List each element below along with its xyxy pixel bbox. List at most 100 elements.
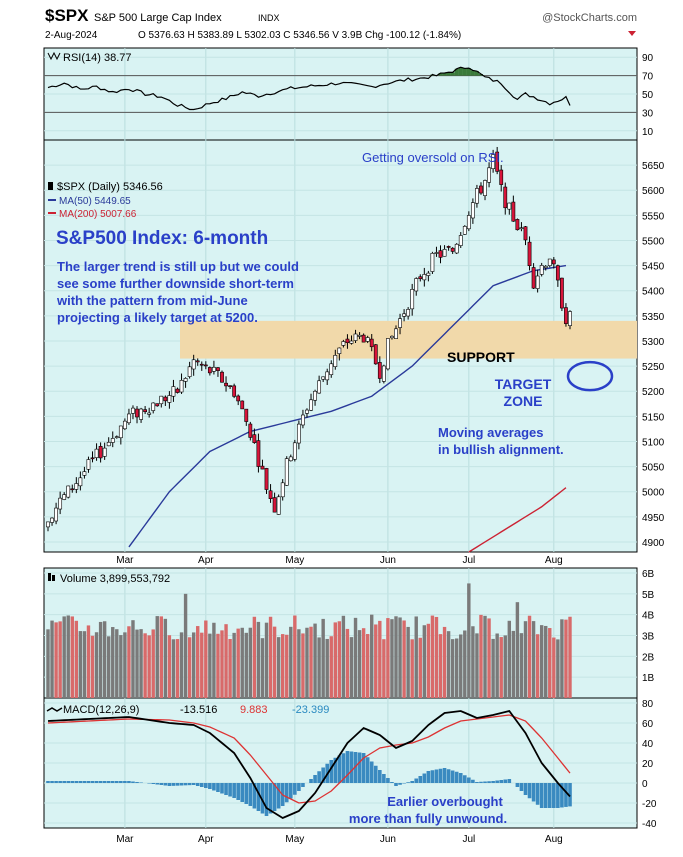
macd-histogram-bar bbox=[90, 781, 95, 783]
volume-bar bbox=[353, 617, 358, 698]
price-candle bbox=[220, 370, 224, 383]
price-candle bbox=[503, 182, 508, 215]
annotation-line-4: projecting a likely target at 5200. bbox=[57, 310, 258, 325]
volume-bar bbox=[475, 633, 479, 698]
candle-body bbox=[446, 246, 451, 248]
volume-bar bbox=[212, 622, 216, 698]
price-candle bbox=[515, 218, 520, 231]
candle-body bbox=[470, 202, 475, 219]
candle-body bbox=[313, 390, 317, 401]
macd-histogram-bar bbox=[123, 781, 127, 783]
rsi-legend-icon bbox=[47, 51, 61, 61]
price-candle bbox=[442, 245, 447, 257]
price-candle bbox=[365, 335, 370, 344]
down-arrow-icon bbox=[628, 31, 636, 36]
volume-bar bbox=[102, 621, 107, 698]
candle-body bbox=[560, 277, 564, 309]
macd-histogram-bar bbox=[240, 783, 245, 802]
ma-annotation-2: in bullish alignment. bbox=[438, 442, 564, 457]
rsi-legend-text: RSI(14) 38.77 bbox=[63, 52, 131, 64]
macd-annotation-2: more than fully unwound. bbox=[349, 811, 507, 826]
candle-body bbox=[365, 337, 370, 342]
ma200-legend-text: MA(200) 5007.66 bbox=[59, 209, 137, 220]
candle-body bbox=[390, 335, 394, 339]
price-candle bbox=[276, 494, 281, 515]
macd-x-tick-label: Mar bbox=[116, 834, 134, 845]
volume-bars bbox=[46, 583, 572, 698]
price-x-tick-label: Aug bbox=[545, 555, 563, 566]
price-candle bbox=[127, 408, 131, 425]
volume-bar bbox=[196, 626, 200, 698]
candle-body bbox=[296, 423, 301, 444]
macd-histogram-bar bbox=[252, 783, 257, 809]
volume-bar bbox=[544, 625, 548, 698]
price-y-tick-label: 5250 bbox=[642, 362, 665, 373]
ma200-line bbox=[468, 487, 567, 553]
volume-bar bbox=[94, 632, 99, 698]
candle-body bbox=[402, 313, 406, 317]
volume-bar bbox=[276, 637, 281, 698]
volume-bar bbox=[127, 626, 131, 698]
volume-bar bbox=[321, 618, 325, 698]
price-candle bbox=[466, 211, 471, 232]
price-candle bbox=[106, 437, 111, 447]
volume-bar bbox=[556, 639, 560, 698]
macd-histogram-bar bbox=[382, 774, 386, 783]
price-candle bbox=[260, 459, 265, 470]
macd-histogram-bar bbox=[345, 751, 350, 783]
macd-histogram-bar bbox=[373, 765, 378, 783]
price-y-tick-label: 5100 bbox=[642, 437, 665, 448]
volume-bar bbox=[228, 639, 232, 698]
price-candle bbox=[321, 376, 326, 383]
price-candle bbox=[398, 313, 402, 335]
price-candle bbox=[268, 484, 273, 503]
volume-bar bbox=[564, 619, 568, 698]
candle-body bbox=[268, 490, 273, 499]
candle-body bbox=[147, 412, 152, 415]
macd-histogram-bar bbox=[564, 783, 568, 807]
candle-body bbox=[264, 468, 269, 490]
price-candle bbox=[333, 349, 338, 370]
macd-histogram-bar bbox=[357, 752, 362, 783]
candle-body bbox=[220, 371, 224, 383]
candle-body bbox=[361, 334, 366, 343]
macd-histogram-bar bbox=[256, 783, 261, 811]
macd-histogram-bar bbox=[442, 768, 447, 783]
candle-body bbox=[46, 521, 50, 528]
candle-body bbox=[236, 395, 241, 402]
price-y-tick-label: 5300 bbox=[642, 337, 665, 348]
macd-histogram-bar bbox=[147, 783, 151, 784]
macd-histogram-bar bbox=[183, 783, 188, 786]
macd-histogram-bar bbox=[228, 783, 232, 797]
volume-y-tick-label: 5B bbox=[642, 590, 655, 601]
candle-body bbox=[175, 388, 180, 393]
price-candle bbox=[458, 232, 463, 248]
volume-bar bbox=[503, 635, 507, 698]
candle-body bbox=[325, 371, 330, 381]
price-candle bbox=[535, 269, 540, 293]
price-candle bbox=[511, 195, 516, 222]
quote-line: O 5376.63 H 5383.89 L 5302.03 C 5346.56 … bbox=[138, 30, 461, 41]
price-candle bbox=[479, 182, 483, 195]
candle-body bbox=[106, 442, 111, 447]
candle-body bbox=[353, 333, 358, 341]
volume-bar bbox=[552, 637, 556, 698]
volume-bar bbox=[378, 620, 382, 698]
price-candle bbox=[90, 451, 95, 463]
macd-histogram-bar bbox=[426, 771, 431, 783]
price-candle bbox=[167, 391, 172, 409]
macd-histogram-bar bbox=[539, 783, 544, 808]
support-label: SUPPORT bbox=[447, 349, 515, 365]
rsi-legend: RSI(14) 38.77 bbox=[47, 51, 131, 64]
price-candle bbox=[70, 484, 75, 493]
index-name: S&P 500 Large Cap Index bbox=[94, 12, 222, 24]
volume-bar bbox=[515, 602, 520, 698]
volume-bar bbox=[216, 633, 220, 698]
price-candle bbox=[414, 277, 419, 296]
volume-bar bbox=[434, 616, 439, 698]
price-candle bbox=[564, 303, 568, 327]
candle-body bbox=[369, 338, 374, 348]
volume-bar bbox=[131, 620, 135, 698]
volume-bar bbox=[115, 629, 119, 698]
candle-body bbox=[228, 385, 232, 387]
